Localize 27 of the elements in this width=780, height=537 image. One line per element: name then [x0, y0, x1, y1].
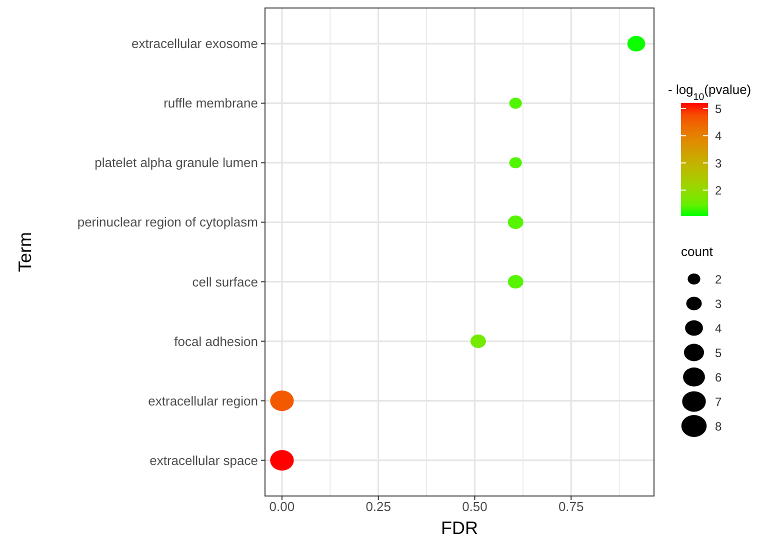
y-tick-label: ruffle membrane: [164, 96, 258, 111]
x-axis-title: FDR: [441, 518, 478, 537]
legend-title: count: [681, 244, 714, 259]
y-tick-label: extracellular space: [150, 452, 258, 468]
legend-label: 6: [715, 370, 722, 384]
y-tick-label: perinuclear region of cytoplasm: [77, 214, 258, 230]
y-tick-label: platelet alpha granule lumen: [94, 155, 258, 170]
legend-label: 8: [715, 420, 722, 434]
legend-label: 5: [715, 346, 722, 360]
y-tick-label: cell surface: [192, 274, 258, 290]
color-bar-label: 2: [715, 184, 722, 198]
color-bar-label: 3: [715, 156, 722, 170]
x-tick-label: 0.50: [462, 499, 488, 514]
legend-label: 2: [715, 272, 722, 286]
color-bar-title: - log$_{10}$(pvalue): [668, 82, 752, 102]
y-tick-label: extracellular exosome: [132, 36, 258, 52]
y-tick-label: focal adhesion: [174, 334, 258, 349]
color-bar-label: 5: [715, 102, 722, 116]
x-tick-label: 0.75: [558, 499, 584, 514]
y-tick-label: extracellular region: [148, 393, 258, 408]
legend-label: 3: [715, 297, 722, 311]
x-tick-label: 0.25: [366, 499, 391, 514]
y-axis-title: Term: [15, 232, 35, 272]
legend-label: 4: [715, 322, 722, 336]
color-bar-label: 4: [715, 129, 722, 144]
x-tick-label: 0.00: [269, 499, 295, 514]
legend-label: 7: [715, 395, 722, 409]
